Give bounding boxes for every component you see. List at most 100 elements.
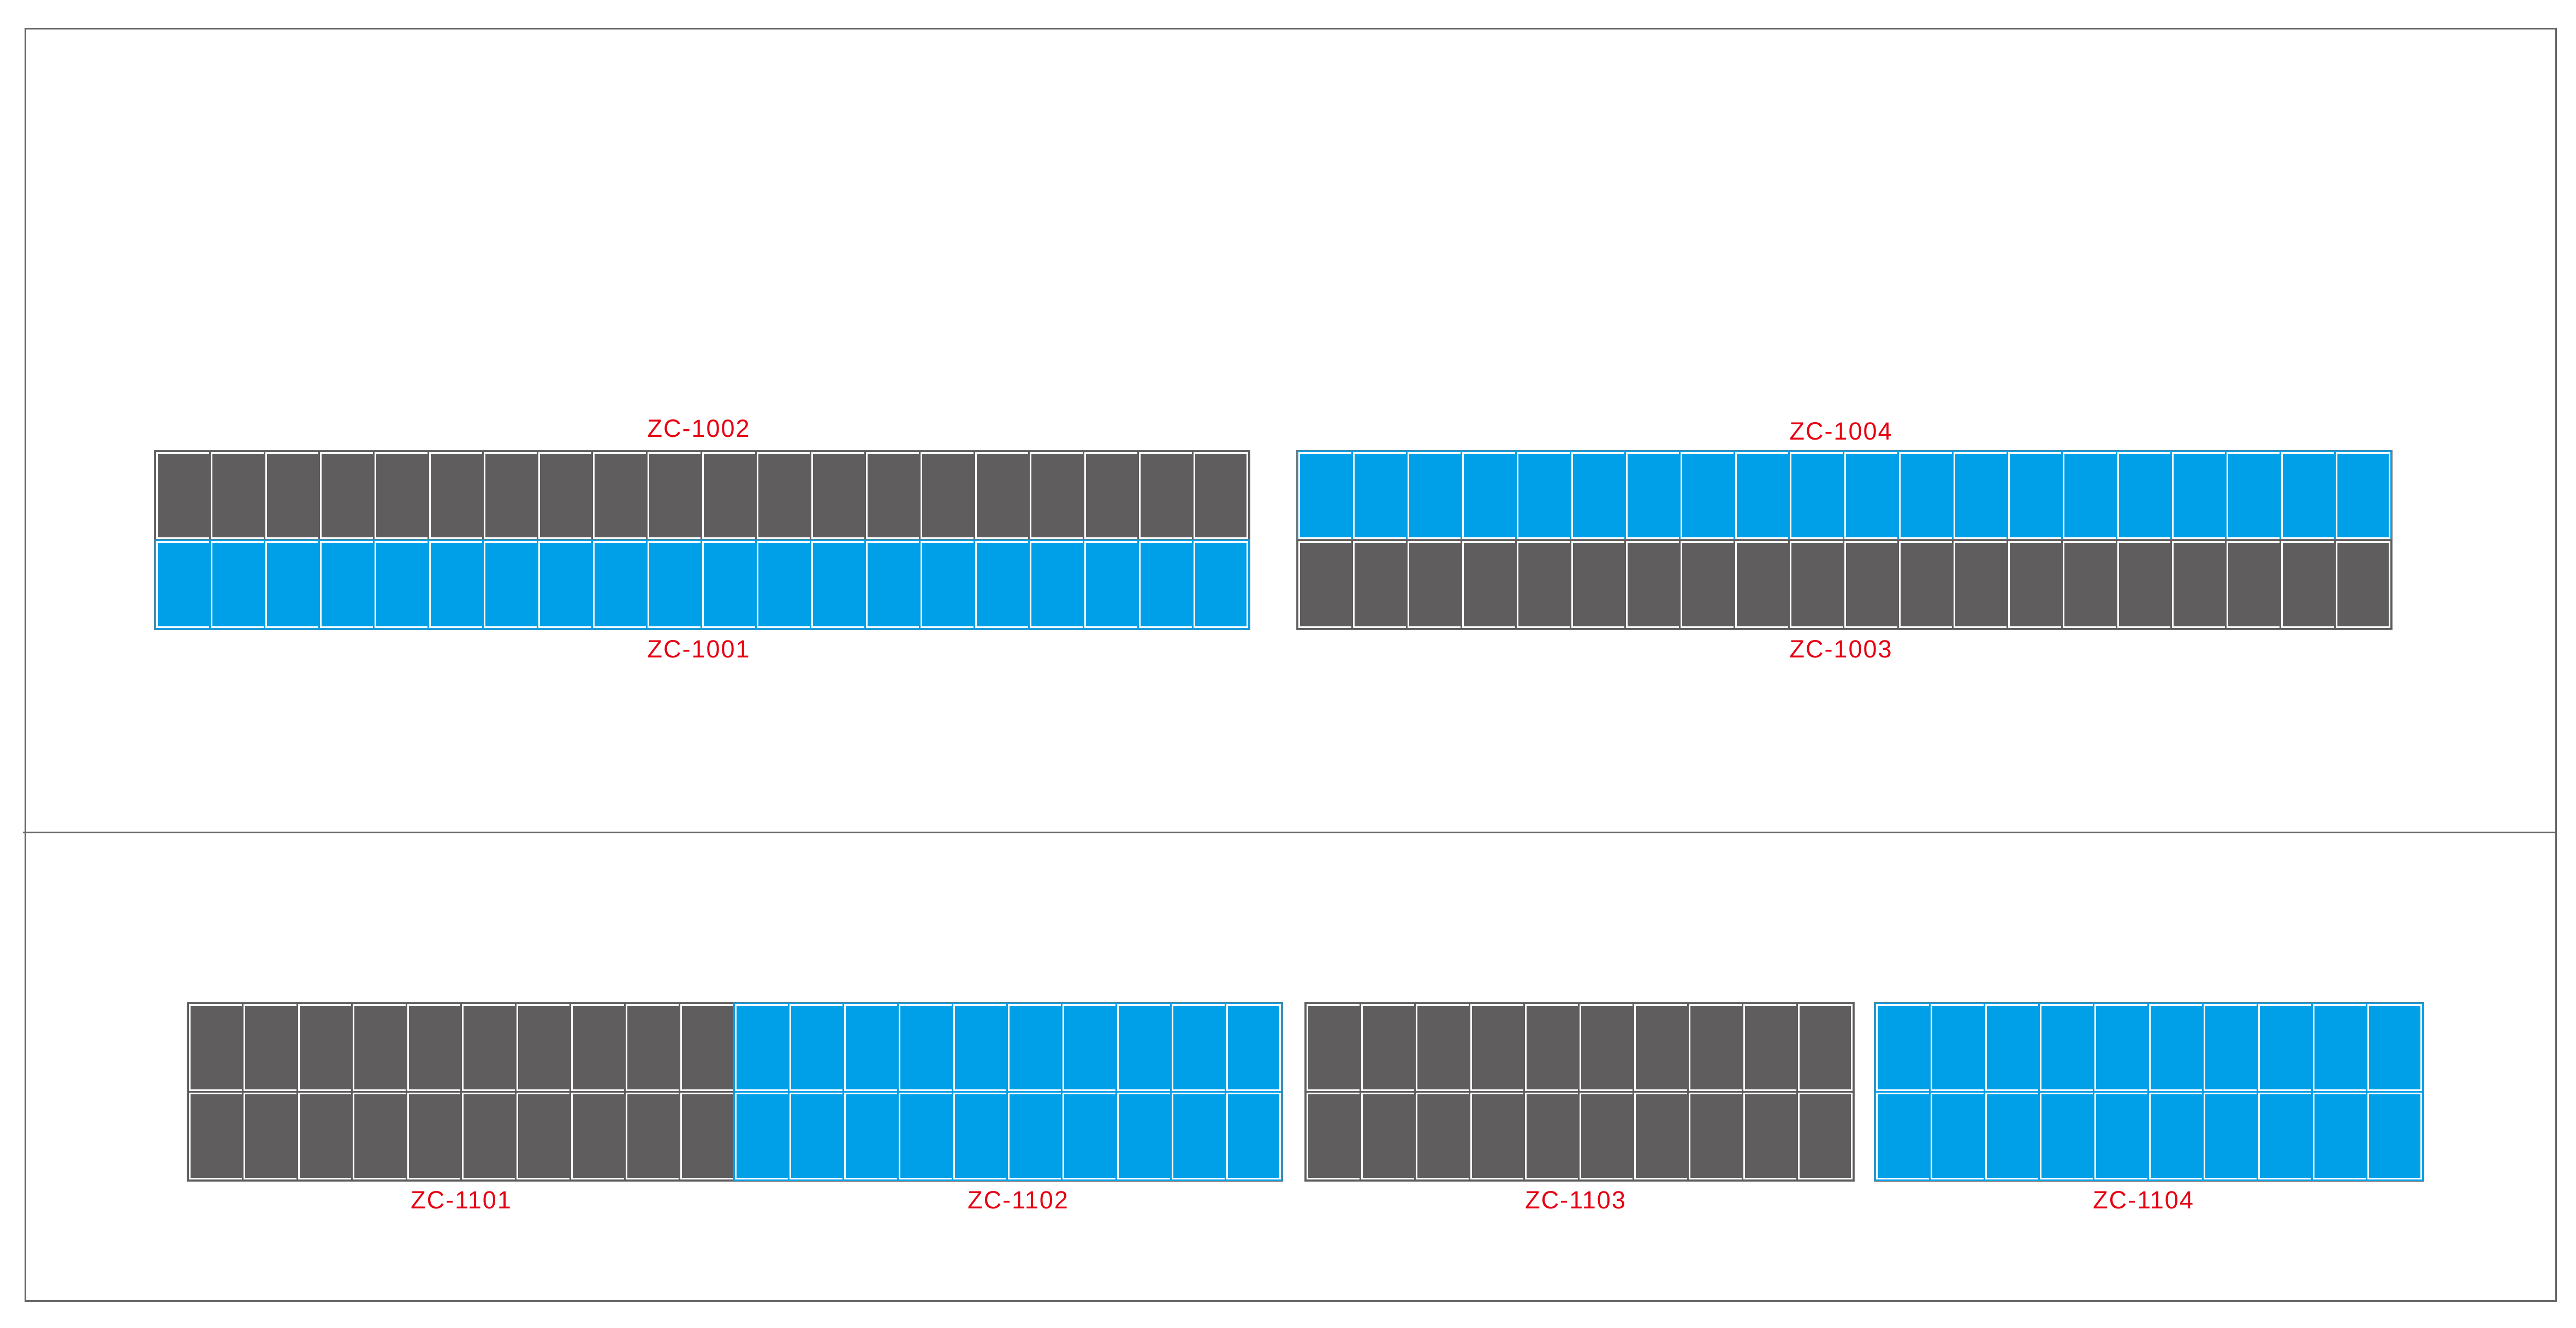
solar-panel-zc-1001[interactable] (755, 540, 813, 630)
solar-panel-zc-1003[interactable] (2225, 540, 2283, 630)
solar-panel-zc-1003[interactable] (1952, 540, 2010, 630)
solar-panel-zc-1104[interactable] (1929, 1091, 1987, 1181)
solar-panel-zc-1102[interactable] (788, 1091, 846, 1181)
solar-panel-zc-1101[interactable] (679, 1091, 737, 1181)
solar-panel-zc-1101[interactable] (406, 1003, 464, 1093)
solar-panel-zc-1101[interactable] (406, 1091, 464, 1181)
solar-panel-zc-1101[interactable] (515, 1091, 573, 1181)
solar-panel-zc-1103[interactable] (1687, 1003, 1745, 1093)
solar-panel-zc-1104[interactable] (1874, 1091, 1932, 1181)
solar-panel-zc-1002[interactable] (482, 450, 540, 541)
solar-panel-zc-1004[interactable] (1843, 450, 1901, 541)
solar-panel-zc-1102[interactable] (952, 1091, 1010, 1181)
solar-panel-zc-1104[interactable] (2311, 1091, 2369, 1181)
solar-panel-zc-1102[interactable] (1225, 1091, 1283, 1181)
solar-panel-zc-1004[interactable] (1679, 450, 1737, 541)
solar-panel-zc-1103[interactable] (1742, 1003, 1800, 1093)
solar-panel-zc-1002[interactable] (318, 450, 376, 541)
solar-panel-zc-1003[interactable] (1624, 540, 1682, 630)
solar-panel-zc-1101[interactable] (296, 1003, 354, 1093)
solar-panel-zc-1002[interactable] (1028, 450, 1086, 541)
solar-panel-zc-1101[interactable] (569, 1091, 627, 1181)
solar-panel-zc-1102[interactable] (1225, 1003, 1283, 1093)
solar-panel-zc-1101[interactable] (624, 1091, 682, 1181)
solar-panel-zc-1101[interactable] (351, 1091, 409, 1181)
solar-panel-zc-1001[interactable] (318, 540, 376, 630)
solar-panel-zc-1104[interactable] (2038, 1003, 2096, 1093)
solar-panel-zc-1103[interactable] (1796, 1003, 1854, 1093)
solar-panel-zc-1004[interactable] (1897, 450, 1955, 541)
solar-panel-zc-1104[interactable] (2147, 1003, 2205, 1093)
solar-panel-zc-1004[interactable] (2116, 450, 2174, 541)
solar-panel-zc-1103[interactable] (1578, 1003, 1636, 1093)
solar-panel-zc-1004[interactable] (2280, 450, 2337, 541)
solar-panel-zc-1004[interactable] (1734, 450, 1791, 541)
solar-panel-zc-1002[interactable] (373, 450, 431, 541)
solar-panel-zc-1103[interactable] (1469, 1003, 1527, 1093)
solar-panel-zc-1102[interactable] (1115, 1091, 1173, 1181)
solar-panel-zc-1104[interactable] (2202, 1091, 2260, 1181)
solar-panel-zc-1002[interactable] (810, 450, 868, 541)
solar-panel-zc-1002[interactable] (1192, 450, 1250, 541)
solar-panel-zc-1003[interactable] (1788, 540, 1846, 630)
solar-panel-zc-1003[interactable] (2007, 540, 2064, 630)
solar-panel-zc-1004[interactable] (1297, 450, 1355, 541)
solar-panel-zc-1003[interactable] (1679, 540, 1737, 630)
solar-panel-zc-1103[interactable] (1578, 1091, 1636, 1181)
solar-panel-zc-1104[interactable] (1929, 1003, 1987, 1093)
solar-panel-zc-1102[interactable] (1170, 1003, 1228, 1093)
solar-panel-zc-1002[interactable] (428, 450, 485, 541)
solar-panel-zc-1003[interactable] (2170, 540, 2228, 630)
solar-panel-zc-1102[interactable] (842, 1091, 900, 1181)
solar-panel-zc-1101[interactable] (569, 1003, 627, 1093)
solar-panel-zc-1001[interactable] (373, 540, 431, 630)
solar-panel-zc-1104[interactable] (1984, 1003, 2041, 1093)
solar-panel-zc-1101[interactable] (187, 1091, 245, 1181)
solar-panel-zc-1001[interactable] (646, 540, 704, 630)
solar-panel-zc-1103[interactable] (1687, 1091, 1745, 1181)
solar-panel-zc-1004[interactable] (2007, 450, 2064, 541)
solar-panel-zc-1101[interactable] (242, 1091, 300, 1181)
solar-panel-zc-1104[interactable] (2038, 1091, 2096, 1181)
solar-panel-zc-1104[interactable] (2257, 1003, 2314, 1093)
solar-panel-zc-1101[interactable] (515, 1003, 573, 1093)
solar-panel-zc-1102[interactable] (1006, 1091, 1064, 1181)
solar-panel-zc-1104[interactable] (2257, 1091, 2314, 1181)
solar-panel-zc-1004[interactable] (2061, 450, 2119, 541)
solar-panel-zc-1001[interactable] (810, 540, 868, 630)
solar-panel-zc-1004[interactable] (1570, 450, 1628, 541)
solar-panel-zc-1004[interactable] (1515, 450, 1573, 541)
solar-panel-zc-1004[interactable] (1624, 450, 1682, 541)
solar-panel-zc-1004[interactable] (1952, 450, 2010, 541)
solar-panel-zc-1101[interactable] (351, 1003, 409, 1093)
solar-panel-zc-1004[interactable] (1406, 450, 1464, 541)
solar-panel-zc-1103[interactable] (1305, 1091, 1363, 1181)
solar-panel-zc-1001[interactable] (1192, 540, 1250, 630)
solar-panel-zc-1103[interactable] (1360, 1003, 1417, 1093)
solar-panel-zc-1104[interactable] (2202, 1003, 2260, 1093)
solar-panel-zc-1001[interactable] (919, 540, 977, 630)
solar-panel-zc-1002[interactable] (264, 450, 322, 541)
solar-panel-zc-1103[interactable] (1469, 1091, 1527, 1181)
solar-panel-zc-1101[interactable] (296, 1091, 354, 1181)
solar-panel-zc-1003[interactable] (2116, 540, 2174, 630)
solar-panel-zc-1001[interactable] (1028, 540, 1086, 630)
solar-panel-zc-1001[interactable] (428, 540, 485, 630)
solar-panel-zc-1101[interactable] (460, 1091, 518, 1181)
solar-panel-zc-1001[interactable] (701, 540, 758, 630)
solar-panel-zc-1104[interactable] (2366, 1091, 2424, 1181)
solar-panel-zc-1004[interactable] (1351, 450, 1409, 541)
solar-panel-zc-1104[interactable] (2147, 1091, 2205, 1181)
solar-panel-zc-1103[interactable] (1414, 1003, 1472, 1093)
solar-panel-zc-1003[interactable] (1897, 540, 1955, 630)
solar-panel-zc-1102[interactable] (952, 1003, 1010, 1093)
solar-panel-zc-1102[interactable] (1006, 1003, 1064, 1093)
solar-panel-zc-1101[interactable] (624, 1003, 682, 1093)
solar-panel-zc-1002[interactable] (537, 450, 595, 541)
solar-panel-zc-1102[interactable] (842, 1003, 900, 1093)
solar-panel-zc-1101[interactable] (242, 1003, 300, 1093)
solar-panel-zc-1001[interactable] (155, 540, 212, 630)
solar-panel-zc-1004[interactable] (2225, 450, 2283, 541)
solar-panel-zc-1103[interactable] (1523, 1003, 1581, 1093)
solar-panel-zc-1103[interactable] (1633, 1003, 1690, 1093)
